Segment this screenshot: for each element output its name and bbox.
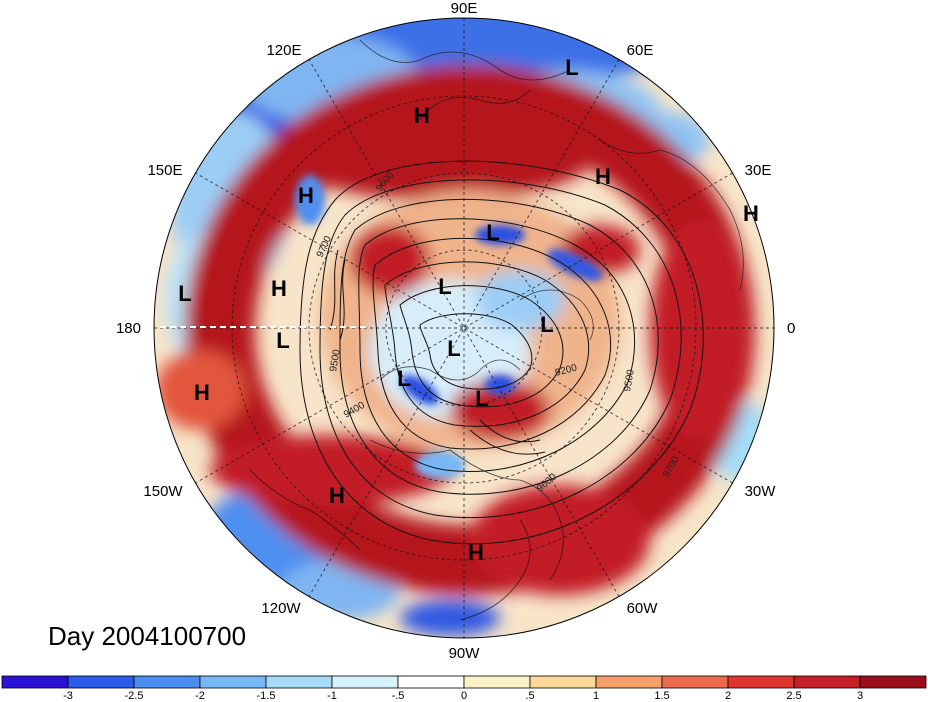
low-pressure-marker: L [486, 220, 499, 245]
high-pressure-marker: L [276, 328, 289, 353]
high-pressure-marker: H [468, 540, 484, 565]
anomaly-field [154, 18, 774, 638]
colorbar-swatch [463, 675, 531, 689]
longitude-label: 90W [449, 645, 481, 662]
high-pressure-marker: H [414, 103, 430, 128]
colorbar-swatch [793, 675, 861, 689]
longitude-label: 30E [745, 162, 772, 179]
low-pressure-marker: L [475, 386, 488, 411]
longitude-label: 150E [147, 162, 182, 179]
longitude-label: 180 [116, 320, 141, 337]
colorbar-swatch [595, 675, 663, 689]
high-pressure-marker: H [595, 164, 611, 189]
colorbar-tick-label: 3 [857, 690, 863, 702]
low-pressure-marker: L [397, 366, 410, 391]
colorbar: -3 -2.5 -2 -1.5 -1 -.5 0 .5 1 1.5 2 2.5 3 [1, 675, 927, 702]
colorbar-swatch [1, 675, 69, 689]
colorbar-swatch [859, 675, 927, 689]
colorbar-tick-label: 1.5 [654, 690, 669, 702]
colorbar-tick-label: -3 [63, 690, 73, 702]
map-boundary [153, 17, 775, 639]
colorbar-swatch [661, 675, 729, 689]
low-pressure-marker: L [447, 336, 460, 361]
pressure-centers: L H H H H L L H L L L L L L H H H [178, 55, 759, 565]
colorbar-tick-label: -2.5 [125, 690, 144, 702]
colorbar-swatch [265, 675, 333, 689]
contour-label: 9500 [328, 348, 343, 372]
low-pressure-marker: L [438, 274, 451, 299]
low-pressure-marker: H [271, 276, 287, 301]
low-pressure-marker: L [540, 312, 553, 337]
colorbar-swatch [67, 675, 135, 689]
colorbar-swatch [199, 675, 267, 689]
colorbar-tick-label: .5 [525, 690, 534, 702]
longitude-label: 120E [266, 42, 301, 59]
longitude-label: 60E [627, 42, 654, 59]
high-pressure-marker: H [329, 483, 345, 508]
colorbar-tick-label: 2 [725, 690, 731, 702]
low-pressure-marker: L [178, 281, 191, 306]
colorbar-swatch [727, 675, 795, 689]
longitude-label: 120W [261, 600, 301, 617]
longitude-label: 30W [745, 483, 777, 500]
longitude-label: 90E [451, 0, 478, 17]
colorbar-swatch [331, 675, 399, 689]
colorbar-swatch [397, 675, 465, 689]
longitude-label: 0 [787, 320, 795, 337]
high-pressure-marker: H [194, 380, 210, 405]
low-pressure-marker: L [565, 55, 578, 80]
longitude-label: 60W [627, 600, 659, 617]
colorbar-tick-label: -2 [195, 690, 205, 702]
colorbar-tick-label: 0 [461, 690, 467, 702]
colorbar-tick-label: -1.5 [257, 690, 276, 702]
high-pressure-marker: H [743, 201, 759, 226]
colorbar-swatch [133, 675, 201, 689]
colorbar-tick-label: -.5 [392, 690, 405, 702]
colorbar-swatch [529, 675, 597, 689]
day-label: Day 2004100700 [48, 621, 246, 651]
colorbar-tick-label: 1 [593, 690, 599, 702]
height-contours [299, 160, 704, 545]
contour-label: 9500 [622, 368, 637, 392]
longitude-labels: 90E 60E 30E 0 30W 60W 90W 120W 150W 180 … [116, 0, 795, 662]
colorbar-tick-label: -1 [327, 690, 337, 702]
longitude-label: 150W [143, 483, 183, 500]
high-pressure-marker: H [298, 183, 314, 208]
colorbar-tick-label: 2.5 [786, 690, 801, 702]
